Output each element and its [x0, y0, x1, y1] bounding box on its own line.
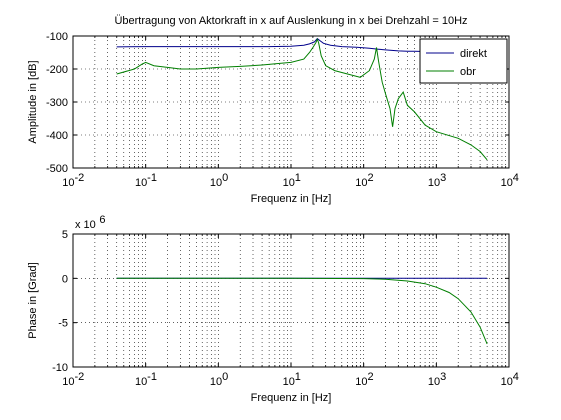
legend: direkt obr: [419, 38, 508, 84]
x-tick-label-base: 10: [283, 376, 295, 388]
x-tick-label-exp: 4: [513, 172, 519, 184]
x-tick-label: 10 2: [355, 172, 373, 189]
x-tick-label: 10 2: [355, 371, 373, 388]
x-axis-label: Frequenz in [Hz]: [251, 392, 332, 404]
x-tick-label-base: 10: [62, 177, 74, 189]
y-multiplier-exp: 6: [99, 214, 105, 226]
x-tick-label-exp: 0: [222, 172, 228, 184]
x-tick-label-base: 10: [62, 376, 74, 388]
y-tick-label: -500: [46, 163, 68, 175]
x-tick-label-base: 10: [428, 376, 440, 388]
x-tick-label: 10 3: [428, 371, 446, 388]
x-tick-label-exp: -1: [147, 172, 157, 184]
x-tick-label-exp: -2: [75, 172, 85, 184]
y-tick-label: -100: [46, 31, 68, 43]
grid: [73, 36, 509, 168]
x-axis-label: Frequenz in [Hz]: [251, 193, 332, 205]
x-tick-label: 10 -1: [135, 371, 157, 388]
x-tick-label-exp: 0: [222, 371, 228, 383]
chart-1: 10 -2 10 -1 10 0 10 1 10 2 10 3 10 4-500-400-300-200-…: [27, 15, 519, 205]
x-tick-label-exp: 1: [295, 371, 301, 383]
y-tick-label: 5: [62, 229, 68, 241]
x-tick-label-exp: 2: [367, 371, 373, 383]
chart-title: Übertragung von Aktorkraft in x auf Ausl…: [114, 15, 467, 27]
y-tick-label: -200: [46, 64, 68, 76]
x-tick-label-exp: 3: [440, 172, 446, 184]
x-tick-label-base: 10: [501, 177, 513, 189]
y-multiplier: x 10 6: [75, 214, 106, 231]
y-tick-label: -10: [52, 362, 68, 374]
x-tick-label-base: 10: [355, 376, 367, 388]
x-tick-label-exp: 1: [295, 172, 301, 184]
x-tick-label-exp: 3: [440, 371, 446, 383]
x-tick-label: 10 -2: [62, 172, 84, 189]
x-tick-label-base: 10: [283, 177, 295, 189]
x-tick-label: 10 1: [283, 172, 301, 189]
x-tick-label-base: 10: [210, 177, 222, 189]
y-tick-label: 0: [62, 273, 68, 285]
x-tick-label-exp: -2: [75, 371, 85, 383]
y-tick-label: -5: [58, 318, 68, 330]
x-tick-label-base: 10: [501, 376, 513, 388]
y-tick-label: -400: [46, 130, 68, 142]
x-tick-label-base: 10: [210, 376, 222, 388]
series-line-series-2: [116, 277, 488, 345]
x-tick-label: 10 4: [501, 172, 519, 189]
x-tick-label: 10 -1: [135, 172, 157, 189]
series-line-obr: [116, 37, 488, 161]
y-multiplier-base: x 10: [75, 219, 96, 231]
x-tick-label-base: 10: [135, 376, 147, 388]
x-tick-label: 10 4: [501, 371, 519, 388]
legend-box: [419, 38, 508, 84]
x-tick-label: 10 0: [210, 371, 228, 388]
x-tick-label: 10 -2: [62, 371, 84, 388]
x-tick-label-exp: -1: [147, 371, 157, 383]
x-tick-label-base: 10: [135, 177, 147, 189]
x-tick-label-exp: 4: [513, 371, 519, 383]
x-tick-label-base: 10: [355, 177, 367, 189]
plot-area: [73, 234, 509, 367]
x-tick-label: 10 1: [283, 371, 301, 388]
x-tick-label-exp: 2: [367, 172, 373, 184]
legend-label-obr: obr: [460, 66, 476, 78]
x-tick-label: 10 0: [210, 172, 228, 189]
y-axis-label: Amplitude in [dB]: [27, 60, 39, 143]
y-tick-label: -300: [46, 97, 68, 109]
y-axis-label: Phase in [Grad]: [27, 262, 39, 338]
x-tick-label-base: 10: [428, 177, 440, 189]
x-tick-label: 10 3: [428, 172, 446, 189]
legend-label-direkt: direkt: [460, 48, 487, 60]
